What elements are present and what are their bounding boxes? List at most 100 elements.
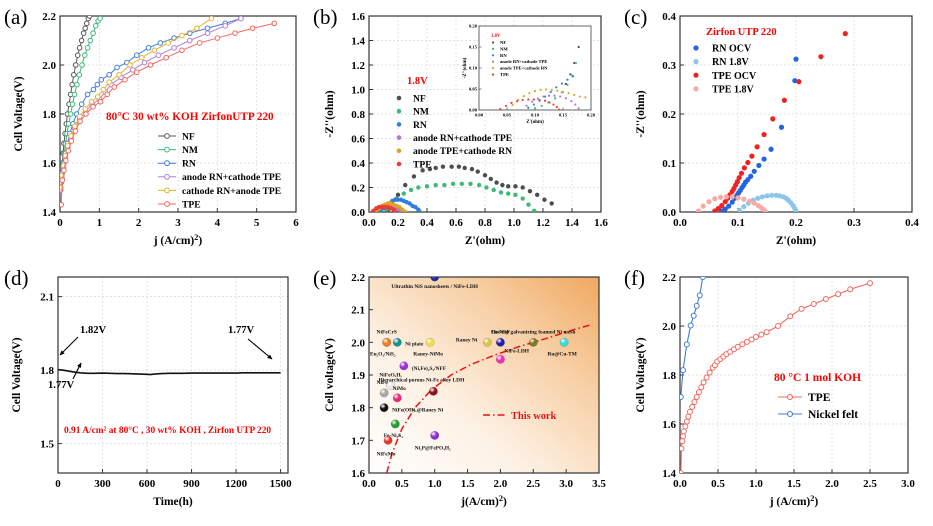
data-point: [428, 386, 438, 396]
y-tick-label: 1.8: [40, 365, 54, 377]
inset-legend-label: NF: [500, 40, 506, 45]
data-point: [78, 101, 85, 107]
y-tick-label: 2.1: [351, 305, 365, 317]
legend-label: RN OCV: [712, 44, 752, 55]
x-tick-label: 4: [215, 217, 221, 229]
x-axis-label: Time(h): [153, 496, 193, 508]
y-tick-label: 1.2: [351, 60, 365, 72]
legend-label: TPE: [808, 392, 831, 404]
data-point: [693, 302, 700, 309]
x-tick-label: 1.5: [461, 478, 475, 490]
data-point: [416, 185, 421, 190]
data-point: [680, 394, 684, 401]
x-tick-label: 600: [139, 478, 156, 490]
series-area: [680, 277, 873, 473]
y-tick-label: 2.0: [42, 60, 56, 72]
data-point: [86, 16, 93, 19]
data-point: [715, 205, 721, 212]
data-point: [769, 192, 775, 198]
data-point: [726, 203, 732, 209]
data-point: [76, 113, 83, 120]
data-point: [72, 128, 79, 134]
panel-e: (e) 0.0 0.5 1.0 1.5 2.0 2.5 3.0 3.5 1.6 1.7 1.8 1.9…: [311, 263, 622, 526]
data-point-label: Hierarchical porous Ni-Fe alloy LDH: [379, 377, 466, 383]
data-point: [403, 182, 408, 188]
inset-data-point: [533, 107, 537, 110]
y-axis-label: Cell Voltage(V): [635, 337, 647, 412]
series-area: Ultrathin NiS nanosheets / NiFe-LDHNiFeC…: [370, 277, 593, 473]
data-point: [495, 354, 505, 364]
data-point: [403, 209, 408, 212]
y-tick-label: 1.0: [351, 84, 365, 96]
data-point: [698, 384, 705, 391]
data-point: [72, 62, 79, 68]
y-tick-label: 1.4: [42, 207, 56, 219]
inset-data-point: [570, 100, 573, 103]
data-point: [741, 204, 747, 210]
inset-data-point: [571, 75, 575, 78]
inset-data-point: [545, 88, 548, 91]
data-point: [440, 164, 446, 169]
inset-legend-marker: [491, 47, 495, 51]
data-point-label: NiFe-LDH: [504, 348, 529, 354]
panel-annotation: 80°C 30 wt% KOH ZirfonUTP 220: [106, 111, 274, 123]
y-tick-label: 1.8: [662, 370, 676, 382]
data-point: [424, 184, 430, 189]
inset-data-point: [553, 94, 556, 97]
data-point: [722, 206, 728, 212]
data-point: [526, 202, 531, 207]
data-point: [88, 98, 95, 105]
data-point: [401, 191, 406, 196]
data-point: [100, 86, 107, 93]
inset-y-tick-label: 0.05: [469, 87, 478, 92]
inset-data-point: [574, 103, 577, 106]
data-point: [741, 196, 747, 202]
data-point: [775, 323, 782, 329]
data-point: [756, 162, 762, 169]
data-point: [462, 165, 467, 171]
data-point: [208, 16, 215, 22]
data-point: [155, 52, 162, 59]
inset-data-point: [555, 86, 558, 89]
data-point: [151, 47, 158, 54]
inset-data-point: [527, 98, 530, 101]
inset-data-point: [555, 105, 558, 109]
panel-c: (c) 0.0 0.1 0.2 0.3 0.4 0.0 0.1 0.2 0.3 0.4 Z'(ohm…: [622, 0, 933, 263]
data-point: [749, 153, 755, 159]
data-point: [764, 193, 770, 199]
y-tick-label: 0.4: [351, 158, 365, 170]
data-point: [758, 331, 765, 338]
data-point: [179, 32, 185, 39]
y-tick-label: 0.0: [351, 207, 365, 219]
data-point: [456, 164, 462, 169]
data-point: [513, 184, 518, 189]
data-point: [106, 79, 112, 85]
inset-data-point: [561, 90, 565, 94]
x-tick-label: 0.4: [420, 217, 434, 229]
legend-label: TPE OCV: [712, 71, 757, 82]
x-tick-label: 0.6: [449, 217, 463, 229]
panel-f-tag: (f): [624, 266, 645, 290]
data-point: [736, 175, 742, 181]
data-point: [738, 170, 745, 176]
y-tick-label: 1.4: [351, 35, 365, 47]
data-point-label: Raney-NiMo: [413, 351, 443, 357]
data-point: [392, 209, 398, 212]
y-tick-label: 1.8: [42, 109, 56, 121]
data-point-label: NiFeOₓHᵧ: [379, 372, 402, 378]
data-point: [133, 52, 140, 59]
trendline: [386, 323, 593, 473]
data-point: [495, 337, 505, 347]
y-tick-label: 1.8: [351, 403, 365, 415]
data-point: [392, 337, 402, 347]
data-point: [87, 37, 94, 44]
x-tick-label: 1.0: [428, 478, 442, 490]
series-area: [60, 16, 278, 208]
y-tick-label: 1.5: [40, 439, 54, 451]
data-point: [187, 37, 193, 44]
x-tick-label: 3: [175, 217, 181, 229]
legend-marker: [693, 59, 699, 65]
data-point: [408, 187, 414, 193]
data-point: [703, 374, 710, 381]
data-point: [417, 209, 422, 212]
